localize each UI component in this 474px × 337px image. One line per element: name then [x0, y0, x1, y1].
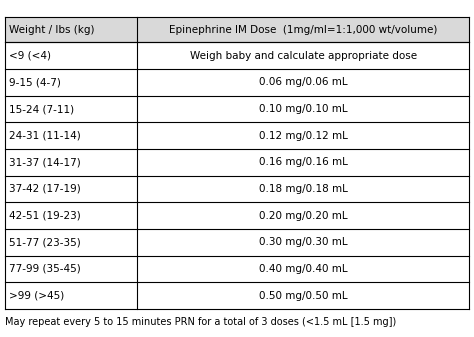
Text: 0.06 mg/0.06 mL: 0.06 mg/0.06 mL [259, 78, 347, 87]
Text: 0.16 mg/0.16 mL: 0.16 mg/0.16 mL [259, 157, 347, 167]
Text: Weight / lbs (kg): Weight / lbs (kg) [9, 25, 95, 34]
Text: 0.40 mg/0.40 mL: 0.40 mg/0.40 mL [259, 264, 347, 274]
Text: 77-99 (35-45): 77-99 (35-45) [9, 264, 81, 274]
Text: 0.20 mg/0.20 mL: 0.20 mg/0.20 mL [259, 211, 347, 221]
Text: 15-24 (7-11): 15-24 (7-11) [9, 104, 74, 114]
Text: Weigh baby and calculate appropriate dose: Weigh baby and calculate appropriate dos… [190, 51, 417, 61]
Text: <9 (<4): <9 (<4) [9, 51, 51, 61]
Text: 9-15 (4-7): 9-15 (4-7) [9, 78, 61, 87]
Text: 51-77 (23-35): 51-77 (23-35) [9, 237, 81, 247]
Text: 0.18 mg/0.18 mL: 0.18 mg/0.18 mL [259, 184, 347, 194]
Text: May repeat every 5 to 15 minutes PRN for a total of 3 doses (<1.5 mL [1.5 mg]): May repeat every 5 to 15 minutes PRN for… [5, 317, 396, 328]
Text: 42-51 (19-23): 42-51 (19-23) [9, 211, 81, 221]
Bar [5, 17, 469, 42]
Text: >99 (>45): >99 (>45) [9, 290, 64, 301]
Text: 31-37 (14-17): 31-37 (14-17) [9, 157, 81, 167]
Text: 0.50 mg/0.50 mL: 0.50 mg/0.50 mL [259, 290, 347, 301]
Text: Epinephrine IM Dose  (1mg/ml=1:1,000 wt/volume): Epinephrine IM Dose (1mg/ml=1:1,000 wt/v… [169, 25, 438, 34]
Text: 37-42 (17-19): 37-42 (17-19) [9, 184, 81, 194]
Text: 0.30 mg/0.30 mL: 0.30 mg/0.30 mL [259, 237, 347, 247]
Text: 0.10 mg/0.10 mL: 0.10 mg/0.10 mL [259, 104, 347, 114]
Text: 24-31 (11-14): 24-31 (11-14) [9, 131, 81, 141]
Text: 0.12 mg/0.12 mL: 0.12 mg/0.12 mL [259, 131, 347, 141]
